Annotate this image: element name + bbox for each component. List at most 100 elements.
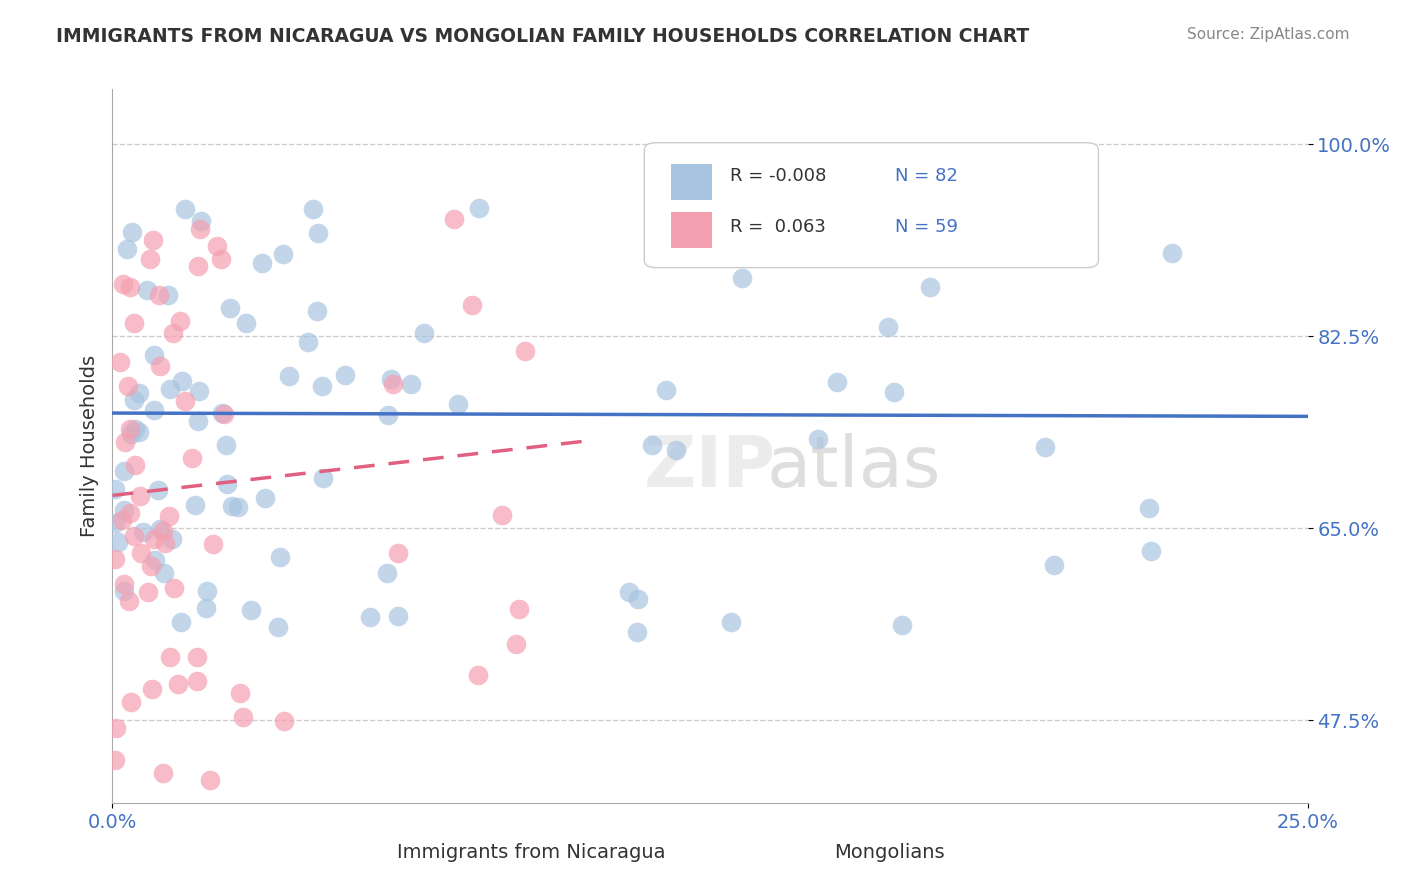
- Point: [124, 529, 146, 543]
- Point: [174, 394, 197, 409]
- Point: [918, 280, 941, 294]
- Point: [148, 287, 170, 301]
- Point: [446, 397, 468, 411]
- FancyBboxPatch shape: [644, 143, 1098, 268]
- Point: [333, 368, 356, 383]
- Point: [277, 368, 299, 383]
- Point: [387, 546, 409, 560]
- Point: [157, 508, 180, 523]
- Text: R = -0.008: R = -0.008: [730, 168, 827, 186]
- Point: [115, 242, 138, 256]
- Text: atlas: atlas: [766, 433, 941, 502]
- Point: [120, 695, 142, 709]
- Point: [215, 437, 238, 451]
- Point: [159, 650, 181, 665]
- Point: [142, 402, 165, 417]
- Point: [375, 566, 398, 580]
- Point: [122, 392, 145, 407]
- Point: [141, 681, 163, 696]
- Point: [143, 348, 166, 362]
- Point: [513, 344, 536, 359]
- Point: [359, 609, 381, 624]
- Point: [305, 304, 328, 318]
- Point: [1160, 245, 1182, 260]
- Text: ZIP: ZIP: [644, 433, 776, 502]
- Point: [104, 551, 127, 566]
- Point: [307, 226, 329, 240]
- Point: [152, 766, 174, 780]
- Point: [114, 435, 136, 450]
- Point: [508, 601, 530, 615]
- Point: [443, 212, 465, 227]
- Point: [301, 202, 323, 216]
- Point: [104, 516, 127, 530]
- Point: [132, 524, 155, 539]
- Point: [297, 335, 319, 350]
- Point: [232, 709, 254, 723]
- Text: N = 82: N = 82: [896, 168, 957, 186]
- FancyBboxPatch shape: [671, 212, 713, 248]
- Point: [387, 609, 409, 624]
- Point: [626, 624, 648, 639]
- Point: [139, 252, 162, 266]
- Point: [273, 714, 295, 729]
- Point: [235, 316, 257, 330]
- Point: [111, 512, 134, 526]
- Point: [1033, 440, 1056, 454]
- Point: [399, 377, 422, 392]
- Point: [412, 326, 434, 341]
- Point: [468, 202, 491, 216]
- Point: [136, 284, 159, 298]
- Text: R =  0.063: R = 0.063: [730, 218, 827, 235]
- Point: [266, 620, 288, 634]
- Point: [136, 585, 159, 599]
- Text: Immigrants from Nicaragua: Immigrants from Nicaragua: [396, 843, 665, 863]
- Point: [111, 277, 134, 292]
- Y-axis label: Family Households: Family Households: [80, 355, 98, 537]
- Point: [194, 601, 217, 615]
- Point: [380, 372, 402, 386]
- Point: [491, 508, 513, 522]
- Point: [149, 359, 172, 373]
- Point: [117, 379, 139, 393]
- Point: [105, 722, 128, 736]
- Point: [214, 407, 236, 421]
- Point: [166, 676, 188, 690]
- Point: [118, 593, 141, 607]
- Point: [730, 271, 752, 285]
- Point: [104, 753, 127, 767]
- Point: [163, 581, 186, 595]
- Point: [188, 222, 211, 236]
- Point: [141, 558, 163, 573]
- Point: [153, 535, 176, 549]
- Point: [641, 438, 664, 452]
- Point: [377, 409, 399, 423]
- Point: [160, 532, 183, 546]
- Point: [665, 442, 688, 457]
- FancyBboxPatch shape: [441, 835, 471, 863]
- Point: [181, 451, 204, 466]
- Point: [229, 686, 252, 700]
- Point: [269, 550, 291, 565]
- Point: [505, 637, 527, 651]
- Point: [207, 239, 229, 253]
- Point: [381, 377, 404, 392]
- Point: [169, 314, 191, 328]
- FancyBboxPatch shape: [776, 835, 806, 863]
- Point: [128, 489, 150, 503]
- Point: [807, 432, 830, 446]
- Point: [195, 584, 218, 599]
- Text: Mongolians: Mongolians: [834, 843, 945, 863]
- Point: [883, 384, 905, 399]
- Point: [626, 591, 648, 606]
- Point: [112, 464, 135, 478]
- Point: [221, 499, 243, 513]
- Point: [1043, 558, 1066, 573]
- Point: [467, 668, 489, 682]
- Point: [252, 256, 274, 270]
- Point: [120, 427, 142, 442]
- Point: [172, 374, 194, 388]
- Text: Source: ZipAtlas.com: Source: ZipAtlas.com: [1187, 27, 1350, 42]
- Point: [104, 482, 127, 496]
- Point: [118, 422, 141, 436]
